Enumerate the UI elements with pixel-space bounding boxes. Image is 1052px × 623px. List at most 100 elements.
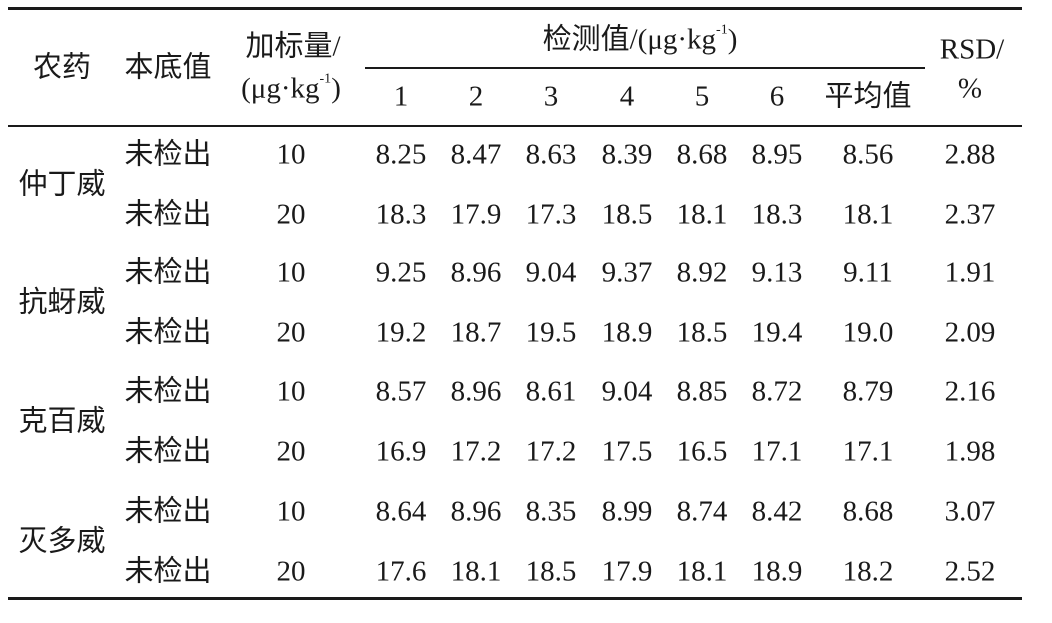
replicate-value: 17.3: [525, 198, 577, 231]
replicate-value: 9.04: [525, 256, 577, 289]
replicate-value: 8.39: [601, 138, 653, 171]
header-rsd-line1: RSD/: [939, 33, 1005, 66]
replicate-value: 18.3: [751, 198, 803, 231]
replicate-value: 8.95: [751, 138, 803, 171]
spike-level: 10: [276, 138, 306, 171]
rsd-value: 1.98: [944, 435, 996, 468]
header-spike-line2: (μg·kg-1): [241, 71, 341, 105]
replicate-value: 8.74: [676, 495, 728, 528]
subheader-rule: [365, 67, 925, 69]
rsd-value: 3.07: [944, 495, 996, 528]
replicate-value: 16.9: [375, 435, 427, 468]
replicate-value: 9.25: [375, 256, 427, 289]
pesticide-name: 仲丁威: [18, 168, 106, 201]
replicate-value: 8.68: [676, 138, 728, 171]
header-spike-line1: 加标量/: [245, 30, 341, 63]
mean-value: 18.1: [842, 198, 894, 231]
background-value: 未检出: [124, 138, 212, 171]
replicate-value: 18.1: [676, 198, 728, 231]
background-value: 未检出: [124, 256, 212, 289]
replicate-value: 9.37: [601, 256, 653, 289]
rsd-value: 2.88: [944, 138, 996, 171]
replicate-value: 8.92: [676, 256, 728, 289]
pesticide-name: 灭多威: [18, 525, 106, 558]
header-replicate-2: 2: [468, 80, 484, 113]
header-replicate-6: 6: [769, 80, 785, 113]
replicate-value: 8.42: [751, 495, 803, 528]
rsd-value: 2.52: [944, 555, 996, 588]
spike-level: 10: [276, 495, 306, 528]
replicate-value: 8.96: [450, 495, 502, 528]
detected-sup: -1: [716, 22, 728, 38]
bottom-rule: [8, 597, 1022, 600]
background-value: 未检出: [124, 316, 212, 349]
replicate-value: 17.5: [601, 435, 653, 468]
mean-value: 8.56: [842, 138, 894, 171]
mean-value: 8.68: [842, 495, 894, 528]
background-value: 未检出: [124, 495, 212, 528]
replicate-value: 8.64: [375, 495, 427, 528]
replicate-value: 8.35: [525, 495, 577, 528]
rsd-value: 1.91: [944, 256, 996, 289]
header-mean: 平均值: [824, 80, 912, 113]
spike-level: 20: [276, 435, 306, 468]
spike-level: 10: [276, 256, 306, 289]
replicate-value: 8.25: [375, 138, 427, 171]
replicate-value: 18.5: [525, 555, 577, 588]
background-value: 未检出: [124, 555, 212, 588]
mean-value: 17.1: [842, 435, 894, 468]
replicate-value: 18.9: [751, 555, 803, 588]
spike-level: 20: [276, 198, 306, 231]
background-value: 未检出: [124, 435, 212, 468]
replicate-value: 8.96: [450, 375, 502, 408]
spike-level: 10: [276, 375, 306, 408]
replicate-value: 8.96: [450, 256, 502, 289]
header-pesticide: 农药: [32, 51, 92, 84]
header-replicate-4: 4: [619, 80, 635, 113]
mean-value: 9.11: [843, 256, 893, 289]
replicate-value: 19.2: [375, 316, 427, 349]
replicate-value: 17.2: [450, 435, 502, 468]
replicate-value: 8.72: [751, 375, 803, 408]
replicate-value: 17.6: [375, 555, 427, 588]
spike-unit: (μg·kg: [241, 72, 320, 105]
replicate-value: 17.2: [525, 435, 577, 468]
detected-close: ): [727, 23, 738, 56]
mean-value: 18.2: [842, 555, 894, 588]
pesticide-name: 克百威: [18, 405, 106, 438]
replicate-value: 19.4: [751, 316, 803, 349]
background-value: 未检出: [124, 198, 212, 231]
top-rule: [8, 7, 1022, 10]
rsd-value: 2.37: [944, 198, 996, 231]
replicate-value: 18.9: [601, 316, 653, 349]
pesticide-name: 抗蚜威: [18, 286, 106, 319]
detected-label: 检测值/(μg·kg: [542, 23, 717, 56]
header-replicate-5: 5: [694, 80, 710, 113]
header-replicate-3: 3: [543, 80, 559, 113]
header-bottom-rule: [8, 125, 1022, 127]
mean-value: 8.79: [842, 375, 894, 408]
replicate-value: 18.1: [450, 555, 502, 588]
replicate-value: 9.13: [751, 256, 803, 289]
replicate-value: 18.5: [676, 316, 728, 349]
replicate-value: 17.9: [450, 198, 502, 231]
replicate-value: 9.04: [601, 375, 653, 408]
spike-level: 20: [276, 316, 306, 349]
header-background: 本底值: [124, 51, 212, 84]
header-rsd-line2: %: [957, 72, 983, 105]
replicate-value: 19.5: [525, 316, 577, 349]
replicate-value: 8.99: [601, 495, 653, 528]
spike-unit-sup: -1: [319, 71, 332, 87]
replicate-value: 8.47: [450, 138, 502, 171]
spike-unit-close: ): [331, 72, 341, 105]
background-value: 未检出: [124, 375, 212, 408]
replicate-value: 18.5: [601, 198, 653, 231]
replicate-value: 8.85: [676, 375, 728, 408]
replicate-value: 17.1: [751, 435, 803, 468]
replicate-value: 18.1: [676, 555, 728, 588]
mean-value: 19.0: [842, 316, 894, 349]
replicate-value: 17.9: [601, 555, 653, 588]
replicate-value: 8.61: [525, 375, 577, 408]
header-detected: 检测值/(μg·kg-1): [542, 22, 738, 56]
spike-level: 20: [276, 555, 306, 588]
